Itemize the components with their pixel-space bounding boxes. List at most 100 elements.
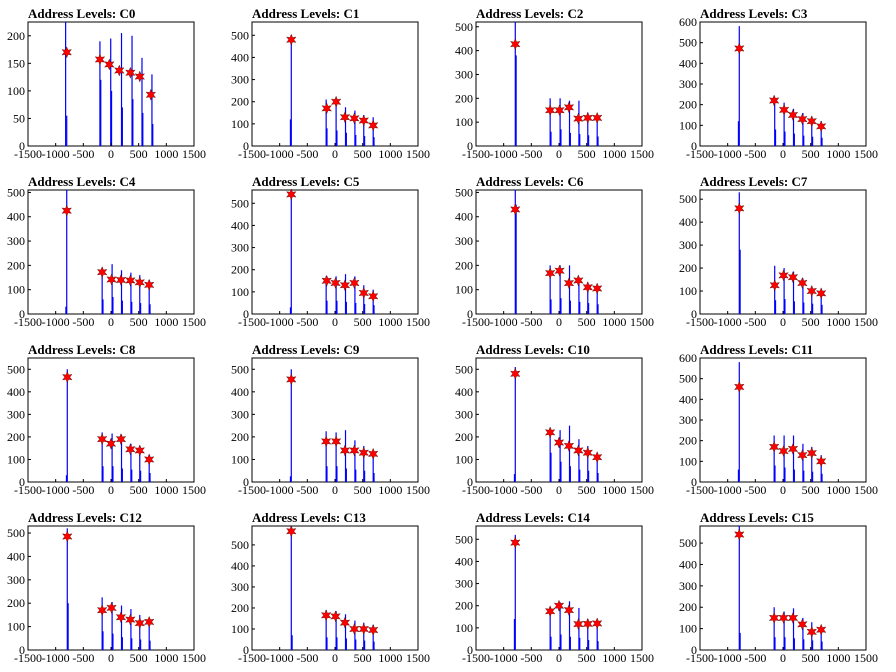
peak-marker: [734, 381, 745, 393]
y-tick-label: 0: [19, 307, 25, 321]
peak-marker: [125, 613, 136, 626]
y-tick-label: 400: [7, 549, 25, 563]
y-tick-label: 300: [455, 577, 473, 591]
peak-marker: [769, 440, 780, 453]
x-tick-label: -1000: [266, 147, 294, 161]
x-tick-label: -1500: [238, 483, 266, 497]
peak-marker: [349, 277, 360, 289]
histogram: [289, 35, 375, 146]
y-tick-label: 400: [231, 559, 249, 573]
y-tick-label: 200: [7, 596, 25, 610]
y-tick-label: 300: [455, 407, 473, 421]
y-tick-label: 500: [231, 538, 249, 552]
y-tick-label: 200: [679, 261, 697, 275]
y-tick-label: 500: [679, 536, 697, 550]
histogram: [65, 190, 151, 314]
peak-marker: [769, 612, 780, 624]
y-tick-label: 200: [455, 599, 473, 613]
y-tick-label: 200: [231, 263, 249, 277]
y-tick-label: 600: [679, 351, 697, 365]
peak-marker: [106, 273, 117, 286]
x-tick-label: 1500: [182, 315, 206, 329]
x-tick-label: -1000: [42, 147, 70, 161]
peak-marker: [97, 266, 108, 279]
x-tick-label: 1000: [826, 315, 850, 329]
y-tick-label: 300: [679, 579, 697, 593]
panel-c7: Address Levels: C7-1500 -1000 -500 0 500 1000…: [679, 174, 878, 329]
x-tick-label: 0: [556, 147, 562, 161]
peak-marker: [61, 204, 72, 217]
x-tick-label: -1000: [490, 651, 518, 665]
plot-frame: [251, 525, 419, 651]
peak-marker: [358, 446, 369, 459]
x-tick-label: 0: [332, 651, 338, 665]
y-tick-label: 0: [467, 475, 473, 489]
peak-markers: [62, 371, 155, 466]
peak-markers: [734, 528, 827, 638]
x-tick-label: -1500: [238, 315, 266, 329]
y-tick-label: 0: [691, 475, 697, 489]
plot-frame: [475, 189, 643, 315]
peak-marker: [115, 433, 127, 446]
y-tick-label: 0: [243, 475, 249, 489]
peak-markers: [734, 42, 827, 133]
y-tick-label: 200: [7, 29, 25, 43]
panel-title: Address Levels: C10: [476, 342, 590, 357]
x-tick-label: -500: [520, 147, 542, 161]
peak-marker: [545, 605, 556, 618]
x-tick-label: 500: [802, 483, 820, 497]
peak-marker: [797, 113, 808, 126]
y-tick-label: 0: [691, 139, 697, 153]
x-tick-label: 1500: [182, 147, 206, 161]
panel-c5: Address Levels: C5-1500 -1000 -500 0 500 1000…: [231, 174, 430, 329]
peak-marker: [134, 70, 145, 83]
x-tick-label: -1500: [14, 651, 42, 665]
x-tick-label: 0: [108, 483, 114, 497]
y-tick-label: 200: [231, 95, 249, 109]
peak-marker: [358, 114, 369, 127]
peak-marker: [545, 104, 556, 117]
x-tick-label: -1500: [462, 147, 490, 161]
peak-marker: [144, 616, 155, 628]
x-tick-label: 0: [556, 651, 562, 665]
x-tick-label: 1000: [154, 483, 178, 497]
histogram: [737, 26, 823, 146]
peak-marker: [510, 367, 521, 380]
histogram: [513, 367, 599, 482]
x-tick-label: 1500: [182, 483, 206, 497]
plot-frame: [27, 189, 195, 315]
y-tick-label: 0: [19, 475, 25, 489]
peak-marker: [563, 604, 575, 617]
x-tick-label: -500: [72, 147, 94, 161]
x-tick-label: 1000: [378, 315, 402, 329]
x-tick-label: -500: [520, 651, 542, 665]
panel-title: Address Levels: C2: [476, 6, 583, 21]
y-tick-label: 150: [7, 56, 25, 70]
peak-marker: [553, 436, 565, 449]
peak-marker: [358, 623, 369, 635]
peak-marker: [545, 267, 556, 280]
x-tick-label: -1500: [686, 147, 714, 161]
peak-marker: [573, 618, 584, 630]
peak-marker: [114, 64, 125, 77]
panel-c13: Address Levels: C13 -1500 -1000 -500 0 500 100…: [231, 510, 430, 665]
peak-markers: [734, 381, 827, 468]
peak-marker: [554, 264, 565, 277]
x-tick-label: -500: [744, 315, 766, 329]
y-tick-label: 400: [455, 44, 473, 58]
y-tick-label: 500: [679, 192, 697, 206]
panel-c9: Address Levels: C9-1500 -1000 -500 0 500 1000…: [231, 342, 430, 497]
peak-marker: [573, 274, 584, 287]
y-tick-label: 500: [679, 36, 697, 50]
y-tick-label: 200: [231, 430, 249, 444]
peak-markers: [734, 202, 827, 300]
peak-marker: [816, 623, 827, 636]
panel-c6: Address Levels: C6-1500 -1000 -500 0 500 1000…: [455, 174, 654, 329]
peak-markers: [286, 188, 379, 303]
panel-title: Address Levels: C7: [700, 174, 808, 189]
x-tick-label: 1500: [630, 147, 654, 161]
x-tick-label: -500: [296, 651, 318, 665]
peak-marker: [286, 33, 297, 46]
histogram: [514, 190, 599, 314]
